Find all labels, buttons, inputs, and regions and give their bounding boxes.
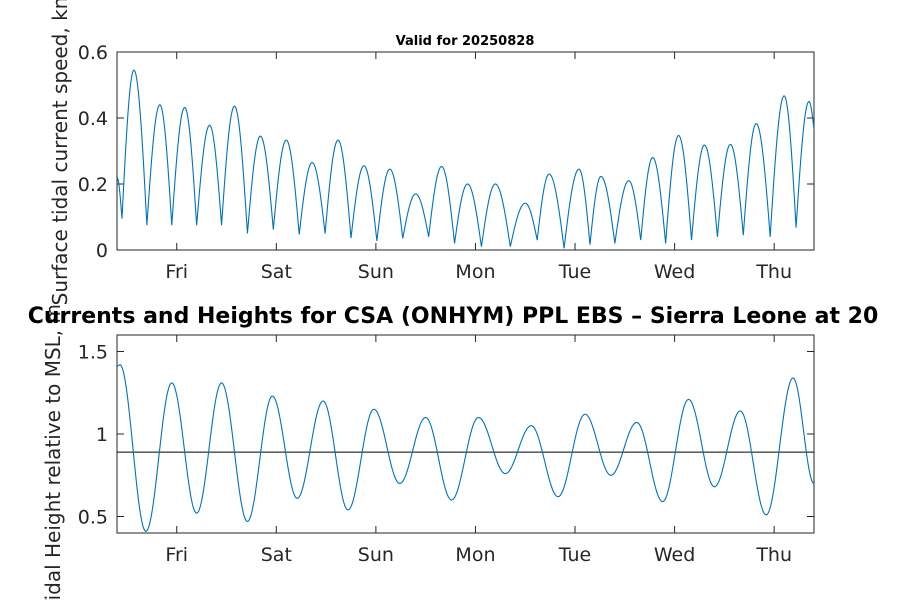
tidal-height-chart: 0.5 1 1.5 Fri Sat Sun Mon Tue Wed Thu Tidal Heig…: [41, 304, 815, 600]
tidal-height-x-tick-label: Fri: [165, 544, 188, 566]
current-speed-y-tick-label: 0: [96, 240, 108, 262]
tidal-height-x-tick-label: Tue: [558, 544, 591, 566]
tidal-height-x-tick-label: Sat: [261, 544, 292, 566]
current-speed-y-tick-label: 0.2: [78, 174, 108, 196]
current-speed-y-tick-label: 0.6: [78, 42, 108, 64]
current-speed-x-tick-label: Sat: [261, 261, 292, 283]
current-speed-y-axis-label: Surface tidal current speed, kn: [48, 0, 72, 305]
current-speed-y-tick-label: 0.4: [78, 108, 108, 130]
current-speed-x-tick-label: Mon: [455, 261, 495, 283]
current-speed-chart-title: Valid for 20250828: [396, 34, 535, 49]
tidal-height-x-tick-label: Thu: [755, 544, 792, 566]
tidal-height-x-ticks: Fri Sat Sun Mon Tue Wed Thu: [165, 335, 792, 566]
current-speed-plot-area: [116, 51, 815, 251]
current-speed-x-tick-label: Thu: [755, 261, 792, 283]
current-speed-x-tick-label: Sun: [358, 261, 394, 283]
tidal-height-y-tick-label: 1.5: [78, 342, 108, 364]
tidal-height-y-tick-label: 0.5: [78, 507, 108, 529]
current-speed-y-ticks: 0 0.2 0.4 0.6: [78, 42, 814, 262]
current-speed-x-tick-label: Tue: [558, 261, 591, 283]
current-speed-x-ticks: Fri Sat Sun Mon Tue Wed Thu: [165, 52, 792, 283]
tidal-height-plot-area: [116, 334, 815, 534]
tidal-height-y-tick-label: 1: [96, 424, 108, 446]
current-speed-x-tick-label: Wed: [654, 261, 695, 283]
current-speed-x-tick-label: Fri: [165, 261, 188, 283]
tidal-height-x-tick-label: Wed: [654, 544, 695, 566]
current-speed-chart: Valid for 20250828 Surface tidal current…: [48, 0, 815, 305]
tidal-height-x-tick-label: Sun: [358, 544, 394, 566]
tidal-height-series-line: [116, 364, 815, 532]
figure-main-title: Currents and Heights for CSA (ONHYM) PPL…: [28, 304, 879, 329]
tidal-height-x-tick-label: Mon: [455, 544, 495, 566]
tidal-height-y-axis-label: Tidal Height relative to MSL, m: [41, 304, 65, 600]
current-speed-series-line: [116, 69, 815, 249]
tidal-height-y-ticks: 0.5 1 1.5: [78, 342, 814, 529]
